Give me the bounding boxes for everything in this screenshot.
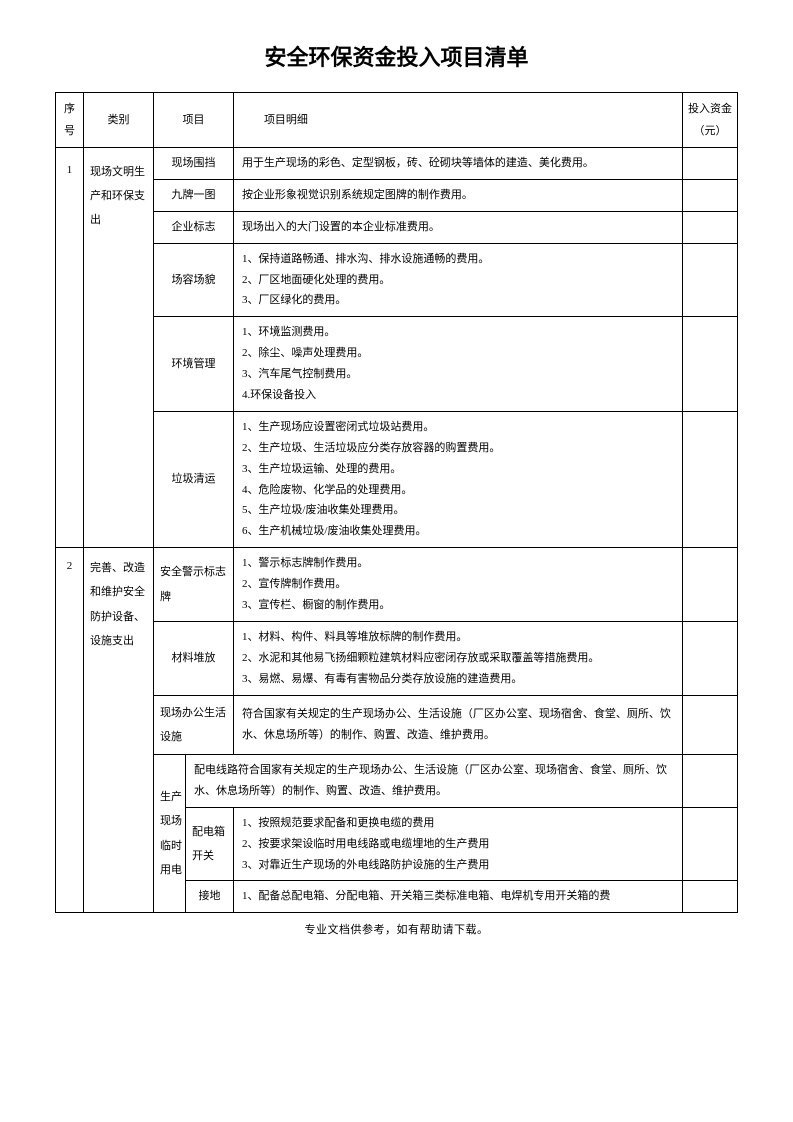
proj-1-4: 场容场貌	[154, 243, 234, 317]
amt-1-6	[683, 411, 738, 547]
amt-1-5	[683, 317, 738, 412]
amt-2-3	[683, 695, 738, 754]
amt-2-4c	[683, 881, 738, 913]
proj-2-4: 生产现场临时用电	[154, 754, 186, 912]
cat-1: 现场文明生产和环保支出	[84, 148, 154, 548]
detail-1-4: 1、保持道路畅通、排水沟、排水设施通畅的费用。 2、厂区地面硬化处理的费用。 3…	[233, 243, 682, 317]
proj-2-2: 材料堆放	[154, 621, 234, 695]
hdr-seq: 序号	[56, 93, 84, 148]
proj-2-4-s2: 接地	[186, 881, 234, 913]
detail-2-4-s1: 1、按照规范要求配备和更换电缆的费用 2、按要求架设临时用电线路或电缆埋地的生产…	[233, 807, 682, 881]
main-table: 序号 类别 项目 项目明细 投入资金（元） 1 现场文明生产和环保支出 现场围挡…	[55, 92, 738, 913]
hdr-proj: 项目	[154, 93, 234, 148]
hdr-detail: 项目明细	[233, 93, 682, 148]
proj-1-3: 企业标志	[154, 211, 234, 243]
table-row: 场容场貌 1、保持道路畅通、排水沟、排水设施通畅的费用。 2、厂区地面硬化处理的…	[56, 243, 738, 317]
footer-text: 专业文档供参考，如有帮助请下载。	[55, 921, 738, 937]
page-title: 安全环保资金投入项目清单	[55, 40, 738, 72]
table-row: 垃圾清运 1、生产现场应设置密闭式垃圾站费用。 2、生产垃圾、生活垃圾应分类存放…	[56, 411, 738, 547]
proj-2-3: 现场办公生活设施	[154, 695, 234, 754]
table-row: 材料堆放 1、材料、构件、料具等堆放标牌的制作费用。 2、水泥和其他易飞扬细颗粒…	[56, 621, 738, 695]
proj-1-2: 九牌一图	[154, 179, 234, 211]
table-row: 1 现场文明生产和环保支出 现场围挡 用于生产现场的彩色、定型钢板，砖、砼砌块等…	[56, 148, 738, 180]
proj-1-1: 现场围挡	[154, 148, 234, 180]
table-row: 企业标志 现场出入的大门设置的本企业标准费用。	[56, 211, 738, 243]
hdr-cat: 类别	[84, 93, 154, 148]
amt-2-4a	[683, 754, 738, 807]
amt-1-2	[683, 179, 738, 211]
seq-1: 1	[56, 148, 84, 548]
cat-2: 完善、改造和维护安全防护设备、设施支出	[84, 548, 154, 913]
proj-2-1: 安全警示标志牌	[154, 548, 234, 622]
table-row: 生产现场临时用电 配电线路符合国家有关规定的生产现场办公、生活设施（厂区办公室、…	[56, 754, 738, 807]
amt-1-3	[683, 211, 738, 243]
detail-2-3: 符合国家有关规定的生产现场办公、生活设施（厂区办公室、现场宿舍、食堂、厕所、饮水…	[233, 695, 682, 754]
detail-1-3: 现场出入的大门设置的本企业标准费用。	[233, 211, 682, 243]
amt-1-1	[683, 148, 738, 180]
detail-1-6: 1、生产现场应设置密闭式垃圾站费用。 2、生产垃圾、生活垃圾应分类存放容器的购置…	[233, 411, 682, 547]
table-row: 环境管理 1、环境监测费用。 2、除尘、噪声处理费用。 3、汽车尾气控制费用。 …	[56, 317, 738, 412]
table-row: 现场办公生活设施 符合国家有关规定的生产现场办公、生活设施（厂区办公室、现场宿舍…	[56, 695, 738, 754]
amt-1-4	[683, 243, 738, 317]
detail-2-1: 1、警示标志牌制作费用。 2、宣传牌制作费用。 3、宣传栏、橱窗的制作费用。	[233, 548, 682, 622]
detail-1-1: 用于生产现场的彩色、定型钢板，砖、砼砌块等墙体的建造、美化费用。	[233, 148, 682, 180]
hdr-amt: 投入资金（元）	[683, 93, 738, 148]
header-row: 序号 类别 项目 项目明细 投入资金（元）	[56, 93, 738, 148]
detail-2-4-head: 配电线路符合国家有关规定的生产现场办公、生活设施（厂区办公室、现场宿舍、食堂、厕…	[186, 754, 683, 807]
seq-2: 2	[56, 548, 84, 913]
proj-2-4-s1: 配电箱开关	[186, 807, 234, 881]
amt-2-1	[683, 548, 738, 622]
proj-1-5: 环境管理	[154, 317, 234, 412]
detail-1-2: 按企业形象视觉识别系统规定图牌的制作费用。	[233, 179, 682, 211]
detail-2-2: 1、材料、构件、料具等堆放标牌的制作费用。 2、水泥和其他易飞扬细颗粒建筑材料应…	[233, 621, 682, 695]
detail-1-5: 1、环境监测费用。 2、除尘、噪声处理费用。 3、汽车尾气控制费用。 4.环保设…	[233, 317, 682, 412]
table-row: 九牌一图 按企业形象视觉识别系统规定图牌的制作费用。	[56, 179, 738, 211]
table-row: 2 完善、改造和维护安全防护设备、设施支出 安全警示标志牌 1、警示标志牌制作费…	[56, 548, 738, 622]
amt-2-2	[683, 621, 738, 695]
detail-2-4-s2: 1、配备总配电箱、分配电箱、开关箱三类标准电箱、电焊机专用开关箱的费	[233, 881, 682, 913]
proj-1-6: 垃圾清运	[154, 411, 234, 547]
amt-2-4b	[683, 807, 738, 881]
